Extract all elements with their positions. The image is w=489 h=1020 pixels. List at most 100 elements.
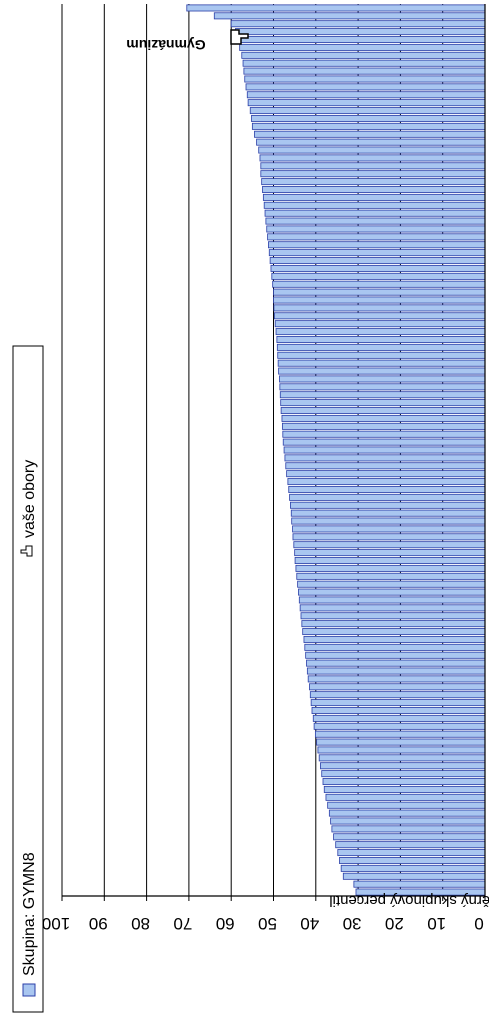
bar	[273, 304, 486, 312]
bar	[277, 351, 486, 359]
bar	[337, 849, 486, 857]
tick-label: 100	[42, 914, 70, 933]
bar	[262, 193, 486, 201]
bar	[260, 170, 486, 178]
bar	[246, 91, 486, 99]
bar	[286, 470, 486, 478]
bar	[279, 383, 486, 391]
tick-label: 50	[258, 914, 277, 933]
bar	[294, 549, 486, 557]
gymnazium-annotation: Gymnázium	[126, 29, 249, 53]
bar	[245, 83, 486, 91]
bar	[277, 359, 486, 367]
bar	[322, 778, 486, 786]
bar	[244, 75, 486, 83]
bar	[303, 635, 486, 643]
bar	[309, 683, 486, 691]
bar	[243, 67, 486, 75]
bar	[307, 675, 486, 683]
tick-label: 10	[427, 914, 446, 933]
bar	[323, 785, 486, 793]
bar	[237, 36, 486, 44]
bar	[318, 754, 486, 762]
bar	[321, 770, 486, 778]
bar	[320, 762, 486, 770]
bar	[258, 146, 486, 154]
bar	[293, 541, 486, 549]
bar	[300, 612, 486, 620]
bar	[267, 233, 486, 241]
bar	[265, 217, 486, 225]
annotation-label: Gymnázium	[126, 37, 205, 53]
bar	[272, 280, 486, 288]
value-axis-title: výsledek testu - průměrný skupinový perc…	[329, 892, 489, 909]
bar	[263, 201, 486, 209]
bar	[251, 122, 486, 130]
bar	[296, 572, 486, 580]
bar	[242, 59, 486, 67]
bar	[283, 446, 486, 454]
bar	[251, 114, 486, 122]
bar	[241, 51, 486, 59]
legend-swatch	[22, 983, 36, 997]
bar	[273, 296, 486, 304]
bar	[276, 336, 486, 343]
tick-label: 70	[173, 914, 192, 933]
bar	[327, 801, 486, 809]
tick-label: 40	[300, 914, 319, 933]
bar	[298, 596, 486, 604]
bar	[279, 375, 486, 383]
bar	[342, 872, 486, 880]
bar	[298, 588, 486, 596]
bar	[259, 154, 486, 162]
bar	[269, 257, 486, 265]
bars	[186, 4, 486, 896]
legend-label-series: Skupina: GYMN8	[21, 852, 38, 976]
bar	[186, 4, 486, 12]
bar	[299, 604, 486, 612]
bar	[282, 430, 486, 438]
bar	[260, 162, 486, 170]
bar	[230, 20, 486, 28]
bar	[274, 320, 486, 328]
bar	[333, 833, 486, 841]
tick-label: 20	[385, 914, 404, 933]
bar	[292, 525, 486, 533]
bar	[305, 651, 486, 659]
bar	[271, 272, 486, 280]
bar	[306, 667, 486, 675]
legend-box	[12, 345, 44, 1013]
bar	[304, 643, 486, 651]
bar	[289, 493, 486, 501]
bar	[287, 478, 486, 486]
bar	[301, 620, 486, 628]
bar	[312, 714, 486, 722]
bar	[310, 699, 486, 707]
bar	[281, 422, 486, 430]
bar	[285, 462, 486, 470]
legend-entry-series: Skupina: GYMN8	[21, 852, 38, 997]
bar	[316, 738, 486, 746]
bar	[290, 501, 486, 509]
bar	[297, 580, 486, 588]
bar	[264, 209, 486, 217]
bar	[280, 407, 486, 415]
bar	[335, 841, 486, 849]
bar	[270, 264, 486, 272]
bar	[328, 809, 486, 817]
bar	[284, 454, 486, 462]
bar	[353, 880, 486, 888]
bar	[291, 517, 486, 525]
bar	[330, 817, 486, 825]
bar	[262, 186, 486, 193]
bar	[273, 288, 486, 296]
tick-label: 80	[131, 914, 150, 933]
bar	[302, 628, 486, 636]
bar	[313, 722, 486, 730]
bar	[266, 225, 486, 233]
bar	[282, 438, 486, 446]
bar	[295, 564, 486, 572]
bar	[290, 509, 486, 517]
bar	[235, 28, 486, 36]
